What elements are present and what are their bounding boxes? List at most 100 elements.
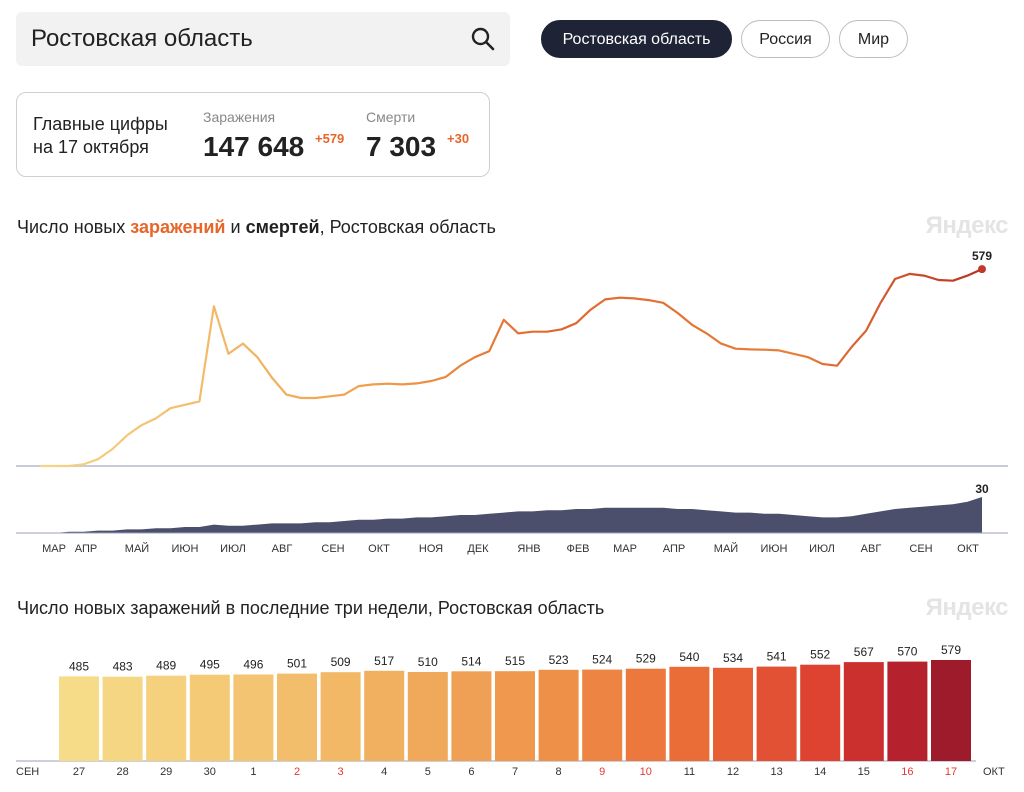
region-tab-world[interactable]: Мир xyxy=(839,20,908,58)
deaths-label: Смерти xyxy=(366,109,416,125)
bar-day-label: 30 xyxy=(204,766,216,778)
bar xyxy=(364,670,405,761)
bar-value-label: 517 xyxy=(374,654,394,668)
bar xyxy=(931,660,971,761)
bar-day-label: 10 xyxy=(640,766,652,778)
deaths-value: 7 303 xyxy=(366,131,437,162)
bar-value-label: 524 xyxy=(592,653,612,667)
x-tick-label: АПР xyxy=(75,543,97,555)
bar-day-label: 5 xyxy=(425,766,431,778)
search-input[interactable]: Ростовская область xyxy=(31,25,253,52)
bar-value-label: 489 xyxy=(156,659,176,673)
bar-value-label: 510 xyxy=(418,655,438,669)
chart2-title: Число новых заражений в последние три не… xyxy=(17,598,605,618)
x-tick-label: МАЙ xyxy=(714,542,738,555)
bar-value-label: 552 xyxy=(810,648,830,662)
bar xyxy=(320,672,361,761)
summary-title-line1: Главные цифры xyxy=(33,114,168,134)
chart1-title-and: и xyxy=(225,217,246,237)
search-box[interactable]: Ростовская область xyxy=(16,12,510,66)
x-tick-label: МАР xyxy=(42,543,66,555)
deaths-area xyxy=(40,497,982,533)
region-tab-russia[interactable]: Россия xyxy=(741,20,830,58)
region-tab-rostov[interactable]: Ростовская область xyxy=(541,20,732,58)
x-tick-label: ИЮЛ xyxy=(809,543,835,555)
summary-title: Главные цифры на 17 октября xyxy=(33,113,168,159)
bar-day-label: 16 xyxy=(901,766,913,778)
bar-day-label: 8 xyxy=(556,766,562,778)
x-tick-label: ОКТ xyxy=(957,543,979,555)
bar-day-label: 29 xyxy=(160,766,172,778)
bar-day-label: 12 xyxy=(727,766,739,778)
bar xyxy=(843,662,884,761)
bar-day-label: 17 xyxy=(945,766,957,778)
bar-day-label: 15 xyxy=(858,766,870,778)
bar-value-label: 485 xyxy=(69,659,89,673)
bar-value-label: 515 xyxy=(505,654,525,668)
bar xyxy=(538,669,579,761)
x-tick-label: ИЮЛ xyxy=(220,543,246,555)
chart1-title-prefix: Число новых xyxy=(17,217,131,237)
x-tick-label: МАР xyxy=(613,543,637,555)
infections-label: Заражения xyxy=(203,109,276,125)
bar-day-label: 2 xyxy=(294,766,300,778)
bar-value-label: 541 xyxy=(767,650,787,664)
month-start-label: СЕН xyxy=(16,766,39,778)
bar xyxy=(451,671,492,761)
x-tick-label: СЕН xyxy=(321,543,344,555)
bar xyxy=(146,675,187,761)
bar-day-label: 1 xyxy=(250,766,256,778)
bar xyxy=(59,676,99,761)
summary-card: Главные цифры на 17 октября Заражения 14… xyxy=(16,92,490,177)
x-tick-label: ДЕК xyxy=(467,543,489,555)
bar xyxy=(277,673,317,761)
deaths-last-label: 30 xyxy=(975,482,989,496)
bar-day-label: 6 xyxy=(468,766,474,778)
bar-value-label: 509 xyxy=(331,655,351,669)
bar-value-label: 567 xyxy=(854,645,874,659)
bar-value-label: 579 xyxy=(941,643,961,657)
bar-day-label: 9 xyxy=(599,766,605,778)
infections-line xyxy=(40,268,983,468)
bar xyxy=(625,668,666,761)
x-tick-label: ОКТ xyxy=(368,543,390,555)
bar-value-label: 540 xyxy=(679,650,699,664)
x-tick-label: ФЕВ xyxy=(566,543,589,555)
bar xyxy=(233,674,274,761)
bar xyxy=(495,671,535,761)
bar-value-label: 523 xyxy=(549,653,569,667)
x-tick-label: АПР xyxy=(663,543,685,555)
bar-day-label: 27 xyxy=(73,766,85,778)
bar xyxy=(189,674,230,761)
chart1-title-infections: заражений xyxy=(130,217,226,237)
bar-value-label: 483 xyxy=(113,660,133,674)
bar xyxy=(887,661,928,761)
x-tick-label: ИЮН xyxy=(172,543,199,555)
x-tick-label: СЕН xyxy=(909,543,932,555)
yandex-watermark-1: Яндекс xyxy=(925,212,1009,239)
bar-day-label: 7 xyxy=(512,766,518,778)
bar-value-label: 496 xyxy=(243,658,263,672)
x-tick-label: МАЙ xyxy=(125,542,149,555)
search-icon[interactable] xyxy=(470,26,496,52)
chart1-title-suffix: , Ростовская область xyxy=(319,217,496,237)
chart1-title: Число новых заражений и смертей, Ростовс… xyxy=(17,217,496,238)
bar xyxy=(582,669,623,761)
bar xyxy=(407,672,448,761)
x-tick-label: АВГ xyxy=(272,543,293,555)
bar-value-label: 570 xyxy=(897,645,917,659)
infections-last-point xyxy=(978,265,986,274)
x-tick-label: ЯНВ xyxy=(517,543,540,555)
bar-day-label: 3 xyxy=(338,766,344,778)
yandex-watermark-2: Яндекс xyxy=(925,594,1009,621)
x-tick-label: АВГ xyxy=(861,543,882,555)
bar-value-label: 534 xyxy=(723,651,743,665)
bar-day-label: 13 xyxy=(770,766,782,778)
bar-day-label: 14 xyxy=(814,766,826,778)
x-tick-label: ИЮН xyxy=(761,543,788,555)
bar-day-label: 28 xyxy=(116,766,128,778)
infections-value: 147 648 xyxy=(203,131,305,162)
infections-delta: +579 xyxy=(315,131,345,146)
bar xyxy=(669,666,710,761)
chart1-title-deaths: смертей xyxy=(245,217,320,237)
